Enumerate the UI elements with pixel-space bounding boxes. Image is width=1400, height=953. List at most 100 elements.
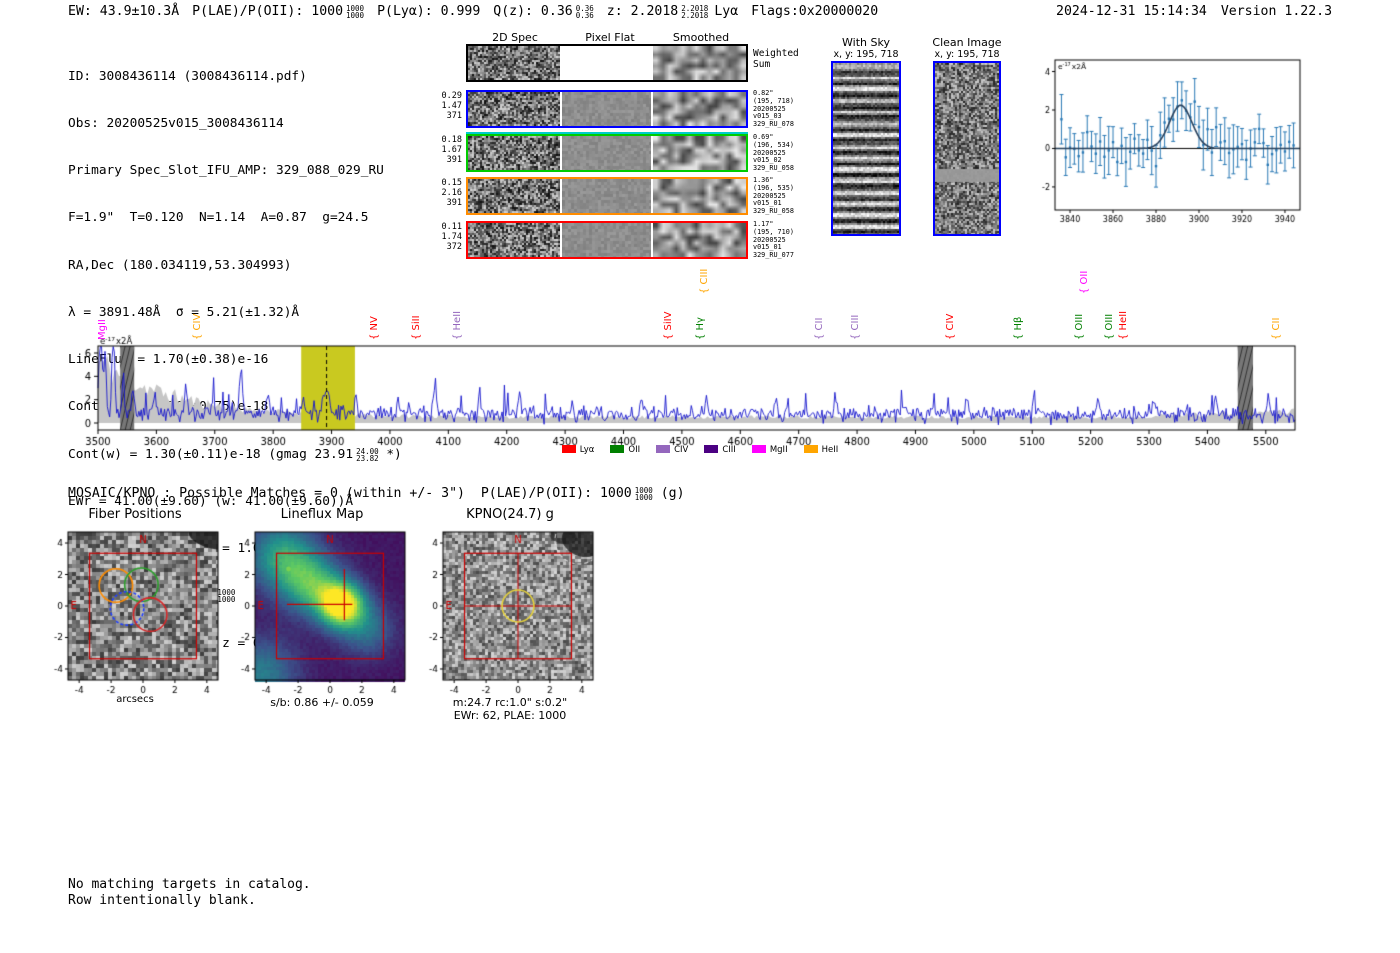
fiber3-2dspec-canvas bbox=[468, 179, 560, 213]
column-separator bbox=[560, 136, 562, 170]
spec2d-row-fiber-1 bbox=[466, 90, 748, 128]
fiber1-pixelflat-canvas bbox=[562, 92, 651, 126]
legend-item: CIV bbox=[656, 445, 688, 455]
header-qz-frac: 0.36 0.36 bbox=[575, 4, 594, 20]
column-separator bbox=[651, 92, 653, 126]
weighted-smoothed-canvas bbox=[653, 46, 746, 80]
legend-item: CIII bbox=[704, 445, 736, 455]
fiber2-pixelflat-canvas bbox=[562, 136, 651, 170]
weighted-sum-label: Weighted Sum bbox=[753, 48, 799, 70]
kpno-caption-1: m:24.7 rc:1.0" s:0.2" bbox=[452, 696, 568, 709]
col-header-pixelflat: Pixel Flat bbox=[585, 31, 635, 44]
with-sky-panel bbox=[831, 61, 901, 236]
fiber4-weights: 0.11 1.74 372 bbox=[441, 222, 462, 252]
info-gmag-frac: 24.00 23.82 bbox=[356, 446, 379, 463]
legend-item: HeII bbox=[803, 445, 838, 455]
fiber2-weights: 0.18 1.67 391 bbox=[441, 135, 462, 165]
spec2d-row-fiber-3 bbox=[466, 177, 748, 215]
mosaic-suffix: (g) bbox=[652, 486, 685, 501]
footer-line-1: No matching targets in catalog. bbox=[68, 877, 311, 892]
info-wavelength: λ = 3891.48Å σ = 5.21(±1.32)Å bbox=[68, 304, 300, 320]
fiber4-pixelflat-canvas bbox=[562, 223, 651, 257]
header-ew: EW: 43.9±10.3Å bbox=[68, 4, 180, 19]
legend-item: OII bbox=[610, 445, 640, 455]
fiber1-meta: 0.82" (195, 718) 20200525 v015_03 329_RU_078 bbox=[753, 89, 794, 129]
header-plae-lo: 1000 bbox=[346, 11, 365, 20]
column-separator bbox=[651, 136, 653, 170]
with-sky-title: With Sky bbox=[842, 36, 890, 49]
spec2d-row-fiber-4 bbox=[466, 221, 748, 259]
fiber3-pixelflat-canvas bbox=[562, 179, 651, 213]
info-ewr: EWr = 41.00(±9.60) (w: 41.00(±9.60))Å bbox=[68, 493, 354, 509]
fiber4-meta: 1.17" (195, 710) 20200525 v015_01 329_RU_077 bbox=[753, 220, 794, 260]
fiber4-smoothed-canvas bbox=[653, 223, 746, 257]
mosaic-match-line: MOSAIC/KPNO : Possible Matches = 0 (with… bbox=[68, 486, 685, 501]
lineflux-caption: s/b: 0.86 +/- 0.059 bbox=[270, 696, 374, 709]
info-obs: Obs: 20200525v015_3008436114 bbox=[68, 115, 284, 131]
emission-line-labels: MgII{ CIV{ NV{ SiII{ HeII{ SiIV{ Hγ{ CII… bbox=[60, 248, 1340, 346]
line-fit-chart bbox=[1030, 50, 1310, 235]
legend-swatch bbox=[751, 445, 766, 453]
clean-image-title: Clean Image bbox=[932, 36, 1002, 49]
spec2d-row-weighted bbox=[466, 44, 748, 82]
fiber3-smoothed-canvas bbox=[653, 179, 746, 213]
column-separator bbox=[560, 179, 562, 213]
header-right: 2024-12-31 15:14:34 Version 1.22.3 bbox=[1056, 4, 1332, 19]
fiber-positions-cutout bbox=[40, 524, 230, 696]
header-flags: Flags:0x20000020 bbox=[751, 4, 879, 19]
col-header-smoothed: Smoothed bbox=[672, 31, 730, 44]
weighted-pixelflat-canvas bbox=[562, 46, 651, 80]
header-plae-frac: 1000 1000 bbox=[346, 4, 365, 20]
info-cont-w-text: Cont(w) = 1.30(±0.11)e-18 (gmag 23.91 bbox=[68, 446, 354, 462]
spectrum-legend: Lyα OII CIV CIII MgII HeII bbox=[60, 445, 1340, 455]
column-separator bbox=[651, 46, 653, 80]
header-plya: P(Lyα): 0.999 bbox=[377, 4, 481, 19]
info-slot: Primary Spec_Slot_IFU_AMP: 329_088_029_R… bbox=[68, 163, 384, 178]
fiber3-weights: 0.15 2.16 391 bbox=[441, 178, 462, 208]
column-separator bbox=[560, 46, 562, 80]
fiber4-2dspec-canvas bbox=[468, 223, 560, 257]
fiber1-weights: 0.29 1.47 371 bbox=[441, 91, 462, 121]
legend-swatch bbox=[561, 445, 576, 453]
info-id: ID: 3008436114 (3008436114.pdf) bbox=[68, 68, 307, 84]
column-separator bbox=[651, 223, 653, 257]
with-sky-xy: x, y: 195, 718 bbox=[833, 49, 899, 60]
fiber-xlabel: arcsecs bbox=[116, 694, 154, 705]
legend-item: MgII bbox=[751, 445, 788, 455]
mosaic-text: MOSAIC/KPNO : Possible Matches = 0 (with… bbox=[68, 486, 632, 501]
lineflux-map-title: Lineflux Map bbox=[280, 507, 364, 522]
fiber2-2dspec-canvas bbox=[468, 136, 560, 170]
header-z: z: 2.2018 2.2018 2.2018 Lyα bbox=[607, 4, 738, 19]
header-plae-text: P(LAE)/P(OII): 1000 bbox=[192, 4, 344, 19]
lineflux-map-cutout bbox=[227, 524, 417, 696]
cyan-top-marker bbox=[466, 132, 748, 134]
fiber2-meta: 0.69" (196, 534) 20200525 v015_02 329_RU_058 bbox=[753, 133, 794, 173]
emission-line-label: { CIII bbox=[699, 268, 710, 294]
report-datetime: 2024-12-31 15:14:34 bbox=[1056, 4, 1207, 19]
info-radec: RA,Dec (180.034119,53.304993) bbox=[68, 257, 292, 273]
spec2d-row-fiber-2 bbox=[466, 132, 748, 172]
column-separator bbox=[560, 92, 562, 126]
footer-note: No matching targets in catalog. Row inten… bbox=[68, 877, 311, 908]
legend-swatch bbox=[656, 445, 671, 453]
col-header-2dspec: 2D Spec bbox=[492, 31, 538, 44]
header-line: EW: 43.9±10.3Å P(LAE)/P(OII): 1000 1000 100… bbox=[68, 4, 891, 19]
fiber1-smoothed-canvas bbox=[653, 92, 746, 126]
header-plae: P(LAE)/P(OII): 1000 1000 1000 bbox=[192, 4, 364, 19]
emission-line-label: { OII bbox=[1078, 270, 1090, 294]
fiber-positions-title: Fiber Positions bbox=[88, 507, 182, 522]
column-separator bbox=[560, 223, 562, 257]
column-separator bbox=[651, 179, 653, 213]
kpno-cutout bbox=[415, 524, 605, 696]
header-plae-hi: 1000 bbox=[346, 4, 365, 13]
full-spectrum-chart bbox=[60, 334, 1340, 448]
kpno-caption-2: EWr: 62, PLAE: 1000 bbox=[453, 709, 567, 722]
legend-swatch bbox=[803, 445, 818, 453]
header-z-frac: 2.2018 2.2018 bbox=[681, 4, 709, 20]
fiber3-meta: 1.36" (196, 535) 20200525 v015_01 329_RU_058 bbox=[753, 176, 794, 216]
header-qz: Q(z): 0.36 0.36 0.36 bbox=[493, 4, 593, 19]
mosaic-frac: 1000 1000 bbox=[634, 486, 653, 502]
info-cont-w-suffix: *) bbox=[378, 446, 402, 462]
report-version: Version 1.22.3 bbox=[1220, 4, 1333, 19]
